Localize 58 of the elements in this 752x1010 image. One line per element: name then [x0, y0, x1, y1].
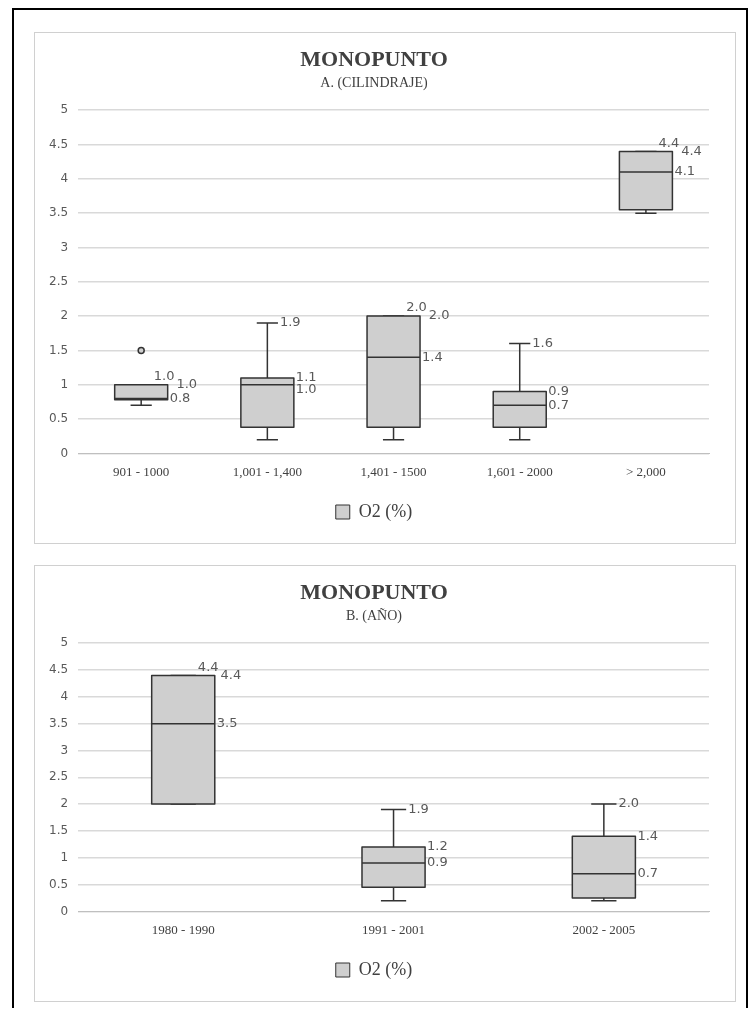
y-tick-label: 3.5 — [48, 715, 69, 730]
annotation: 4.4 — [220, 666, 242, 682]
x-tick-label: 1,401 - 1500 — [360, 463, 427, 479]
annotation: 1.9 — [279, 314, 301, 330]
annotation: 1.4 — [422, 348, 443, 364]
y-tick-label: 2.5 — [48, 769, 69, 784]
annotation: 3.5 — [216, 715, 238, 731]
annotation: 4.4 — [658, 134, 680, 150]
annotation: 2.0 — [406, 299, 427, 315]
y-tick-label: 5 — [60, 102, 69, 117]
annotation: 0.9 — [548, 383, 569, 398]
y-tick-label: 1 — [60, 849, 69, 864]
y-tick-label: 4 — [60, 170, 69, 185]
chart-title: MONOPUNTO — [300, 45, 448, 71]
chart-subtitle: B. (AÑO) — [346, 608, 403, 625]
y-tick-label: 0 — [60, 445, 69, 460]
y-tick-label: 3.5 — [48, 205, 69, 220]
y-tick-label: 1.5 — [48, 342, 69, 357]
annotation: 2.0 — [428, 307, 450, 323]
chart-subtitle: A. (CILINDRAJE) — [320, 75, 428, 92]
annotation: 0.9 — [427, 854, 448, 870]
y-tick-label: 0.5 — [48, 876, 69, 891]
y-tick-label: 2.5 — [48, 273, 69, 288]
y-tick-label: 4.5 — [48, 662, 69, 677]
annotation: 1.6 — [532, 334, 554, 350]
legend-label: O2 (%) — [358, 500, 413, 522]
y-tick-label: 0 — [60, 903, 69, 918]
annotation: 0.7 — [637, 865, 659, 881]
y-tick-label: 2 — [60, 308, 69, 323]
y-tick-label: 4 — [60, 688, 69, 703]
legend-label: O2 (%) — [358, 958, 413, 980]
x-tick-label: 1991 - 2001 — [362, 921, 425, 937]
chart-title: MONOPUNTO — [300, 578, 448, 604]
annotation: 0.7 — [548, 396, 569, 412]
y-tick-label: 1.5 — [48, 823, 69, 838]
x-tick-label: > 2,000 — [625, 463, 666, 479]
y-tick-label: 0.5 — [48, 411, 69, 426]
x-tick-label: 901 - 1000 — [113, 463, 170, 479]
x-tick-label: 1,001 - 1,400 — [232, 463, 303, 479]
annotation: 1.2 — [427, 838, 448, 854]
y-tick-label: 2 — [60, 796, 69, 811]
y-tick-label: 3 — [60, 239, 69, 254]
annotation: 4.4 — [197, 658, 219, 674]
annotation: 4.1 — [674, 163, 696, 179]
annotation: 1.4 — [637, 827, 659, 843]
annotation: 4.4 — [681, 142, 702, 158]
annotation: 0.8 — [169, 389, 191, 405]
y-tick-label: 5 — [60, 635, 69, 650]
y-tick-label: 3 — [60, 742, 69, 757]
annotation: 1.9 — [408, 800, 429, 816]
annotation: 1.0 — [176, 376, 198, 392]
x-tick-label: 1,601 - 2000 — [486, 463, 553, 479]
annotation: 2.0 — [618, 795, 640, 811]
annotation: 1.0 — [153, 368, 175, 384]
y-tick-label: 1 — [60, 376, 69, 391]
x-tick-label: 1980 - 1990 — [151, 921, 215, 937]
y-tick-label: 4.5 — [48, 136, 69, 151]
x-tick-label: 2002 - 2005 — [572, 921, 636, 937]
